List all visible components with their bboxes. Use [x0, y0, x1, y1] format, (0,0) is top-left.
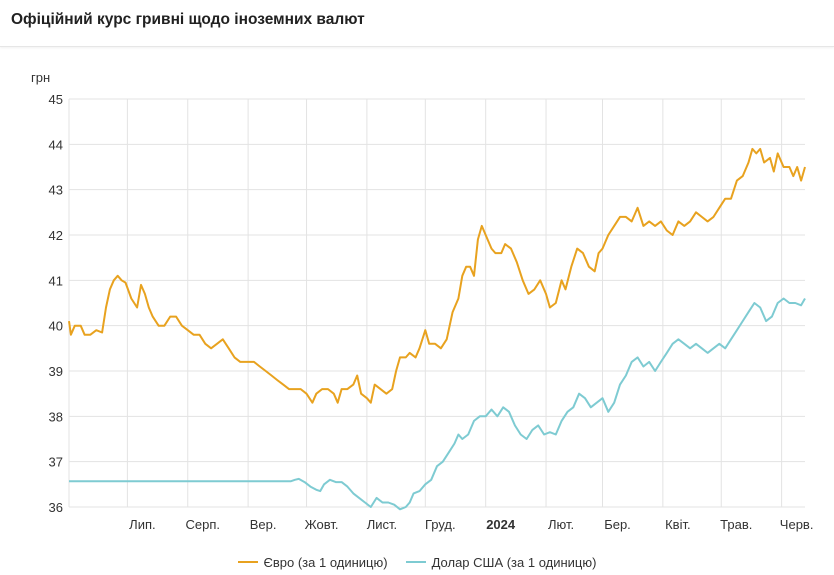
page-title: Офіційний курс гривні щодо іноземних вал… [11, 11, 365, 28]
y-tick-label: 39 [49, 364, 63, 379]
y-tick-label: 45 [49, 92, 63, 107]
series-line-usd [69, 297, 806, 511]
x-tick-label: Груд. [425, 517, 456, 532]
x-tick-label: Вер. [250, 517, 277, 532]
x-tick-label: Лип. [129, 517, 155, 532]
y-tick-label: 44 [49, 137, 63, 152]
y-tick-label: 43 [49, 183, 63, 198]
header: Офіційний курс гривні щодо іноземних вал… [0, 0, 834, 47]
x-tick-label: 2024 [486, 517, 516, 532]
legend-swatch-eur [237, 561, 258, 563]
exchange-rate-chart: грн 36 37 38 39 40 41 42 43 44 45 Лип. Серп. Вер. Жо… [31, 70, 813, 532]
y-tick-label: 40 [49, 319, 63, 334]
x-tick-label: Черв. [780, 517, 814, 532]
x-tick-label: Лют. [548, 517, 574, 532]
x-tick-label: Бер. [604, 517, 631, 532]
y-axis-ticks: 36 37 38 39 40 41 42 43 44 45 [49, 92, 63, 515]
series-line-eur [68, 147, 806, 404]
x-tick-label: Жовт. [305, 517, 339, 532]
y-tick-label: 36 [49, 500, 63, 515]
gridlines [68, 98, 805, 508]
legend-item-eur[interactable]: Євро (за 1 одиницю) [237, 552, 388, 572]
y-tick-label: 38 [49, 409, 63, 424]
y-tick-label: 42 [49, 228, 63, 243]
y-axis-label: грн [31, 70, 50, 85]
x-tick-label: Серп. [186, 517, 221, 532]
x-tick-label: Трав. [720, 517, 752, 532]
x-axis-ticks: Лип. Серп. Вер. Жовт. Лист. Груд. 2024 Лют. Бер.… [129, 517, 813, 532]
y-tick-label: 41 [49, 273, 63, 288]
legend-item-usd[interactable]: Долар США (за 1 одиницю) [405, 552, 597, 572]
legend-label-usd: Долар США (за 1 одиницю) [431, 554, 597, 570]
legend-label-eur: Євро (за 1 одиницю) [263, 554, 388, 570]
x-tick-label: Квіт. [665, 517, 691, 532]
series-lines [68, 147, 806, 511]
legend-swatch-usd [405, 561, 426, 563]
y-tick-label: 37 [49, 455, 63, 470]
legend: Євро (за 1 одиницю) Долар США (за 1 один… [0, 552, 834, 572]
x-tick-label: Лист. [367, 517, 397, 532]
